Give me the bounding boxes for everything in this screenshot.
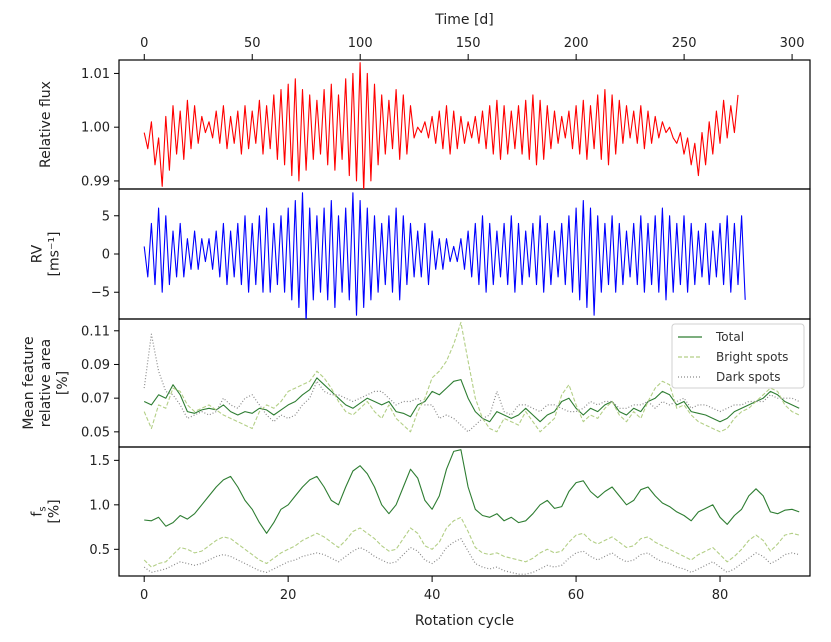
panel-fs-series-0-line bbox=[144, 449, 800, 534]
panel-flux-ytick-label: 0.99 bbox=[81, 174, 110, 189]
top-xtick-label: 50 bbox=[244, 36, 261, 51]
legend-label-total: Total bbox=[715, 330, 744, 344]
panel-area-series-bright-spots-line bbox=[143, 321, 800, 433]
panel-fs-ylabel-subscript: s bbox=[38, 506, 49, 511]
bottom-xtick-label: 60 bbox=[568, 588, 585, 603]
top-xtick-label: 250 bbox=[672, 36, 697, 51]
panel-rv-frame bbox=[118, 188, 811, 320]
panel-contents bbox=[143, 62, 800, 575]
panel-fs-ylabel: [%] bbox=[47, 499, 63, 523]
legend-box bbox=[671, 323, 805, 389]
panel-fs-series-2-line bbox=[143, 537, 800, 575]
panel-rv-ytick-label: 5 bbox=[102, 209, 110, 224]
panel-rv-plot bbox=[143, 192, 746, 319]
bottom-xtick-label: 40 bbox=[424, 588, 441, 603]
panel-area-ylabel: relative area bbox=[38, 339, 54, 427]
panel-flux-plot bbox=[143, 62, 739, 189]
bottom-axis-label: Rotation cycle bbox=[415, 613, 514, 629]
panel-fs-ytick-label: 1.5 bbox=[89, 454, 110, 469]
panel-fs-frame bbox=[118, 446, 811, 577]
panel-fs-ylabel: fs bbox=[30, 506, 49, 516]
panel-area-ytick-label: 0.09 bbox=[81, 358, 110, 373]
panel-fs-series-1-line bbox=[143, 516, 800, 568]
panel-area-ytick-label: 0.11 bbox=[81, 324, 110, 339]
top-xtick-label: 150 bbox=[456, 36, 481, 51]
panel-area-ylabel: [%] bbox=[55, 371, 71, 395]
legend-label-dark-spots: Dark spots bbox=[716, 370, 780, 384]
panel-fs-ytick-label: 0.5 bbox=[89, 543, 110, 558]
panel-area-series-dark-spots-line bbox=[143, 333, 800, 433]
bottom-xtick-label: 20 bbox=[280, 588, 297, 603]
legend: Total Bright spots Dark spots bbox=[671, 323, 805, 389]
top-axis-label: Time [d] bbox=[434, 12, 494, 28]
panel-rv-series-0-line bbox=[143, 192, 746, 319]
panel-fs-ytick-label: 1.0 bbox=[89, 498, 110, 513]
panel-rv-ytick-label: 0 bbox=[102, 248, 110, 263]
panel-flux-series-0-line bbox=[143, 62, 739, 189]
top-xtick-label: 0 bbox=[140, 36, 148, 51]
top-xtick-label: 300 bbox=[780, 36, 805, 51]
bottom-xtick-label: 0 bbox=[140, 588, 148, 603]
panel-area-ytick-label: 0.07 bbox=[81, 392, 110, 407]
top-xtick-label: 200 bbox=[564, 36, 589, 51]
panel-area-ylabel: Mean feature bbox=[21, 336, 37, 429]
panel-frames bbox=[118, 59, 811, 577]
panel-flux-ytick-label: 1.00 bbox=[81, 121, 110, 136]
top-xtick-label: 100 bbox=[348, 36, 373, 51]
panel-flux-ylabel: Relative flux bbox=[38, 81, 54, 168]
panel-rv-ylabel: [ms⁻¹] bbox=[47, 232, 63, 277]
panel-rv-ylabel: RV bbox=[30, 244, 46, 263]
legend-label-bright-spots: Bright spots bbox=[716, 350, 788, 364]
panel-area-plot bbox=[143, 321, 800, 433]
panel-flux-frame bbox=[118, 59, 811, 190]
panel-area-series-total-line bbox=[143, 377, 800, 423]
bottom-xtick-label: 80 bbox=[712, 588, 729, 603]
panel-area-ytick-label: 0.05 bbox=[81, 425, 110, 440]
panel-flux-ytick-label: 1.01 bbox=[81, 67, 110, 82]
panel-rv-ytick-label: −5 bbox=[91, 286, 110, 301]
panel-fs-plot bbox=[143, 449, 800, 575]
